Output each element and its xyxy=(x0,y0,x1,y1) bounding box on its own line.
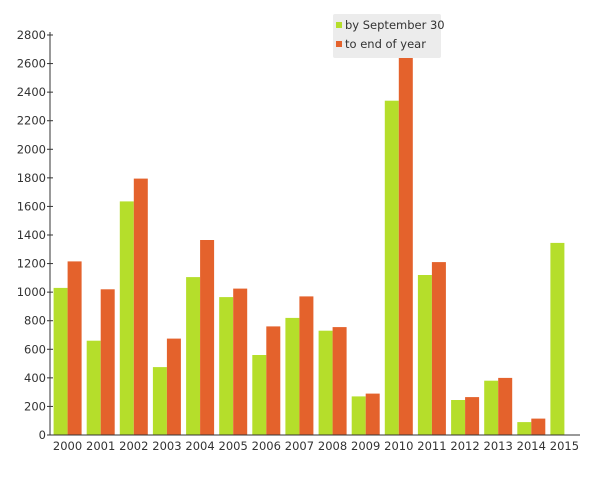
x-tick-label-2001: 2001 xyxy=(86,439,115,453)
bar-by-september-30-2010 xyxy=(384,100,399,435)
legend-label-by-september-30: by September 30 xyxy=(345,18,445,32)
bar-to-end-of-year-2004 xyxy=(200,240,215,435)
bar-by-september-30-2014 xyxy=(517,422,532,435)
x-tick-label-2012: 2012 xyxy=(450,439,479,453)
y-tick-label-1200: 1200 xyxy=(17,257,46,271)
y-tick-label-2200: 2200 xyxy=(17,114,46,128)
x-tick-label-2011: 2011 xyxy=(417,439,446,453)
bar-by-september-30-2007 xyxy=(285,317,300,435)
y-tick-label-1600: 1600 xyxy=(17,199,46,213)
y-tick-label-1000: 1000 xyxy=(17,285,46,299)
bar-by-september-30-2002 xyxy=(119,201,134,435)
bar-by-september-30-2006 xyxy=(252,355,267,435)
y-tick-label-1800: 1800 xyxy=(17,171,46,185)
x-tick-label-2008: 2008 xyxy=(318,439,347,453)
bar-to-end-of-year-2006 xyxy=(266,326,281,435)
x-tick-label-2005: 2005 xyxy=(219,439,248,453)
bar-by-september-30-2013 xyxy=(484,380,499,435)
bar-by-september-30-2003 xyxy=(152,367,167,435)
y-tick-label-200: 200 xyxy=(24,399,46,413)
bars-layer xyxy=(53,45,565,435)
x-tick-label-2002: 2002 xyxy=(119,439,148,453)
legend-swatch-by-september-30 xyxy=(336,22,342,28)
bar-by-september-30-2015 xyxy=(550,242,565,435)
legend-background xyxy=(333,14,441,58)
x-tick-label-2003: 2003 xyxy=(152,439,181,453)
bar-by-september-30-2008 xyxy=(318,330,333,435)
y-tick-label-1400: 1400 xyxy=(17,228,46,242)
bar-to-end-of-year-2012 xyxy=(465,397,480,435)
bar-to-end-of-year-2010 xyxy=(398,45,413,435)
x-tick-label-2007: 2007 xyxy=(285,439,314,453)
legend-swatch-to-end-of-year xyxy=(336,41,342,47)
bar-to-end-of-year-2011 xyxy=(431,262,446,435)
bar-to-end-of-year-2008 xyxy=(332,327,347,435)
bar-by-september-30-2011 xyxy=(417,275,432,435)
x-tick-label-2013: 2013 xyxy=(484,439,513,453)
bar-by-september-30-2004 xyxy=(186,277,201,435)
x-tick-label-2006: 2006 xyxy=(252,439,281,453)
bar-to-end-of-year-2003 xyxy=(166,338,181,435)
bar-to-end-of-year-2002 xyxy=(133,178,148,435)
x-tick-label-2004: 2004 xyxy=(185,439,214,453)
x-tick-label-2009: 2009 xyxy=(351,439,380,453)
y-tick-label-0: 0 xyxy=(39,428,46,442)
bar-to-end-of-year-2007 xyxy=(299,296,314,435)
y-tick-label-2400: 2400 xyxy=(17,85,46,99)
x-tick-label-2014: 2014 xyxy=(517,439,546,453)
bar-to-end-of-year-2014 xyxy=(531,418,546,435)
y-tick-label-2800: 2800 xyxy=(17,28,46,42)
bar-to-end-of-year-2009 xyxy=(365,393,380,435)
bar-by-september-30-2009 xyxy=(351,396,366,435)
bar-to-end-of-year-2005 xyxy=(233,288,248,435)
y-tick-label-2600: 2600 xyxy=(17,57,46,71)
x-tick-label-2010: 2010 xyxy=(384,439,413,453)
bar-to-end-of-year-2001 xyxy=(100,289,115,435)
y-tick-label-600: 600 xyxy=(24,342,46,356)
bar-by-september-30-2000 xyxy=(53,287,68,435)
y-tick-label-800: 800 xyxy=(24,314,46,328)
x-tick-label-2015: 2015 xyxy=(550,439,579,453)
bar-by-september-30-2005 xyxy=(219,297,234,435)
x-tick-label-2000: 2000 xyxy=(53,439,82,453)
bar-by-september-30-2012 xyxy=(451,400,466,435)
y-tick-label-400: 400 xyxy=(24,371,46,385)
legend: by September 30 to end of year xyxy=(333,14,445,58)
axes-layer: 0 200 400 600 800 1000 1200 1400 1600 1800 2000 220… xyxy=(17,28,580,453)
bar-by-september-30-2001 xyxy=(86,340,101,435)
y-tick-label-2000: 2000 xyxy=(17,142,46,156)
bar-to-end-of-year-2000 xyxy=(67,261,82,435)
bar-to-end-of-year-2013 xyxy=(498,377,513,435)
legend-label-to-end-of-year: to end of year xyxy=(345,37,426,51)
